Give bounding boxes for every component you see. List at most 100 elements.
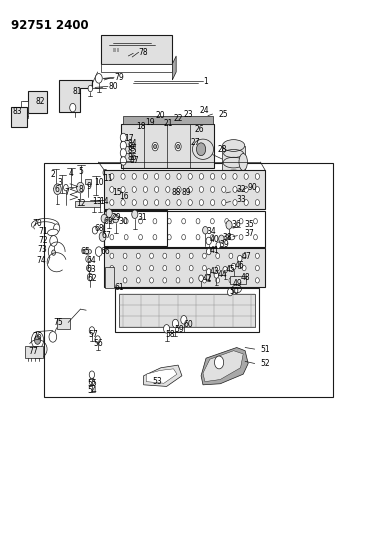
Circle shape <box>49 332 57 342</box>
Text: 50: 50 <box>229 287 239 295</box>
Circle shape <box>87 265 91 271</box>
Circle shape <box>110 174 114 179</box>
Circle shape <box>88 85 93 92</box>
Circle shape <box>189 278 193 283</box>
Text: IIIII: IIIII <box>113 48 121 53</box>
Circle shape <box>154 144 157 149</box>
Text: 55: 55 <box>87 379 97 388</box>
Text: 77: 77 <box>29 348 38 356</box>
Text: 78: 78 <box>139 48 148 56</box>
Circle shape <box>163 278 167 283</box>
Text: 13: 13 <box>92 197 101 206</box>
Circle shape <box>110 265 114 271</box>
Text: 64: 64 <box>86 256 96 264</box>
Circle shape <box>139 235 142 240</box>
Text: 83: 83 <box>13 108 22 116</box>
Text: 40: 40 <box>210 236 219 244</box>
Text: 18: 18 <box>136 123 146 131</box>
Circle shape <box>118 189 123 196</box>
Circle shape <box>89 327 95 334</box>
Text: 71: 71 <box>38 227 48 236</box>
Circle shape <box>139 219 142 224</box>
Circle shape <box>176 253 180 259</box>
Circle shape <box>229 265 233 271</box>
Circle shape <box>166 200 170 205</box>
Bar <box>85 179 91 184</box>
Circle shape <box>189 265 193 271</box>
Circle shape <box>110 187 114 192</box>
Text: 20: 20 <box>155 111 165 120</box>
Circle shape <box>154 187 159 192</box>
Text: 80: 80 <box>108 82 118 91</box>
Ellipse shape <box>193 139 214 159</box>
Text: 1: 1 <box>203 77 208 85</box>
Text: 51: 51 <box>260 345 270 353</box>
Text: 65: 65 <box>80 247 90 256</box>
Bar <box>11 107 27 127</box>
Circle shape <box>177 187 181 192</box>
Text: 36: 36 <box>231 221 241 229</box>
Text: 85: 85 <box>128 146 137 155</box>
Circle shape <box>203 265 206 271</box>
Circle shape <box>87 273 93 281</box>
Text: 22: 22 <box>173 114 183 123</box>
Circle shape <box>255 253 259 259</box>
Circle shape <box>166 187 170 192</box>
Circle shape <box>206 269 211 275</box>
Circle shape <box>189 253 193 259</box>
Circle shape <box>152 142 158 151</box>
Polygon shape <box>144 365 182 386</box>
Circle shape <box>95 336 100 343</box>
Text: 62: 62 <box>87 274 97 282</box>
Circle shape <box>211 219 214 224</box>
Text: 16: 16 <box>119 192 129 200</box>
Circle shape <box>181 316 187 324</box>
Circle shape <box>143 187 147 192</box>
Circle shape <box>124 235 128 240</box>
Circle shape <box>211 187 215 192</box>
Circle shape <box>244 174 248 179</box>
Text: 28: 28 <box>218 145 227 154</box>
Text: 81: 81 <box>72 87 82 96</box>
Text: 23: 23 <box>184 110 193 119</box>
Text: 38: 38 <box>223 233 232 241</box>
Circle shape <box>136 278 140 283</box>
Bar <box>175 194 189 200</box>
Circle shape <box>136 265 140 271</box>
Circle shape <box>132 187 136 192</box>
Circle shape <box>228 288 233 296</box>
Bar <box>101 35 172 64</box>
Ellipse shape <box>223 157 244 168</box>
Text: 37: 37 <box>244 229 254 238</box>
Text: 76: 76 <box>33 333 42 341</box>
Circle shape <box>123 278 127 283</box>
Circle shape <box>242 253 246 259</box>
Polygon shape <box>244 187 253 195</box>
Circle shape <box>121 200 125 205</box>
Circle shape <box>121 187 125 192</box>
Text: 27: 27 <box>191 139 200 147</box>
Circle shape <box>110 278 114 283</box>
Circle shape <box>242 278 246 283</box>
Text: 9: 9 <box>86 182 91 191</box>
Bar <box>105 266 114 288</box>
Circle shape <box>120 157 126 165</box>
Circle shape <box>177 174 181 179</box>
Text: 57: 57 <box>88 330 98 339</box>
Ellipse shape <box>83 249 92 254</box>
Text: 30: 30 <box>119 217 128 226</box>
Circle shape <box>77 182 84 193</box>
Circle shape <box>101 214 107 223</box>
Circle shape <box>211 174 215 179</box>
Circle shape <box>167 235 171 240</box>
Circle shape <box>244 187 248 192</box>
Text: 14: 14 <box>99 197 108 206</box>
Circle shape <box>199 275 203 281</box>
Text: 56: 56 <box>94 340 103 348</box>
Circle shape <box>31 332 44 349</box>
Circle shape <box>123 253 127 259</box>
Circle shape <box>150 265 154 271</box>
Circle shape <box>120 133 126 142</box>
Circle shape <box>99 232 106 241</box>
Circle shape <box>229 253 233 259</box>
